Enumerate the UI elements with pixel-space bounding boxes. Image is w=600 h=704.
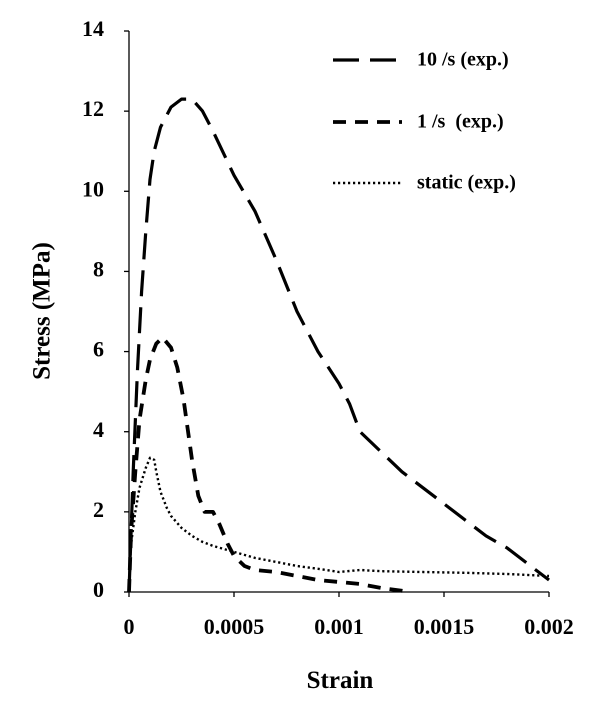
x-tick-label: 0.002 xyxy=(524,614,574,639)
y-tick-label: 2 xyxy=(93,497,104,522)
y-tick-label: 12 xyxy=(82,96,104,121)
y-axis-label: Stress (MPa) xyxy=(29,242,56,380)
y-tick-label: 0 xyxy=(93,577,104,602)
x-tick-label: 0.0005 xyxy=(204,614,265,639)
x-tick-label: 0.0015 xyxy=(414,614,475,639)
series-line-1 xyxy=(127,97,550,593)
x-tick-label: 0.001 xyxy=(314,614,364,639)
x-axis-label: Strain xyxy=(307,667,374,694)
legend-label: static (exp.) xyxy=(417,172,516,194)
y-tick-label: 4 xyxy=(93,417,104,442)
y-axis-ticks: 0 2 4 6 8 10 12 14 xyxy=(82,16,129,602)
x-tick-label: 0 xyxy=(124,614,135,639)
legend: 10 /s (exp.) 1 /s (exp.) static (exp.) xyxy=(333,49,516,194)
legend-label: 10 /s (exp.) xyxy=(417,49,509,71)
series-lines xyxy=(127,97,550,594)
series-line-3 xyxy=(127,456,550,593)
y-tick-label: 10 xyxy=(82,176,104,201)
series-line-2 xyxy=(127,335,409,594)
legend-label: 1 /s (exp.) xyxy=(417,111,504,133)
y-tick-label: 14 xyxy=(82,16,104,41)
y-axis-title: Stress (MPa) xyxy=(29,242,56,380)
x-axis-ticks: 0 0.0005 0.001 0.0015 0.002 xyxy=(124,592,574,639)
y-tick-label: 8 xyxy=(93,256,104,281)
y-tick-label: 6 xyxy=(93,337,104,362)
